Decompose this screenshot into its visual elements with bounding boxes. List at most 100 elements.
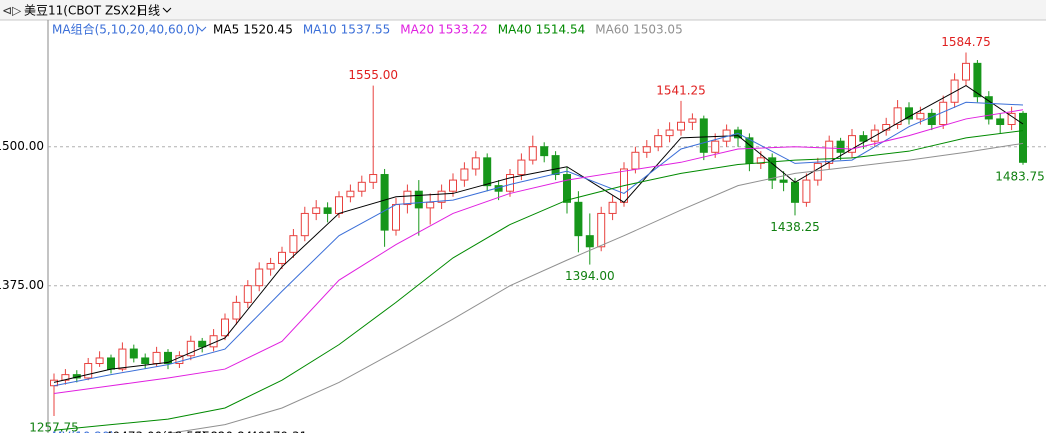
candle-body — [300, 212, 309, 237]
candle-body — [50, 379, 58, 387]
candle-body — [608, 201, 617, 214]
price-annotation: 1394.00 — [565, 269, 615, 283]
price-annotation: 1257.75 — [29, 421, 79, 433]
candle-body — [232, 301, 241, 320]
candle-body — [346, 190, 355, 198]
footer-text: 49179.31 — [250, 430, 307, 433]
candle-body — [380, 174, 389, 231]
candle-body — [107, 357, 115, 370]
candle-body — [950, 79, 959, 103]
candle-body — [551, 155, 560, 176]
y-tick-label: 1500.00 — [0, 139, 44, 153]
candle-body — [141, 357, 150, 365]
legend-name: MA10 — [303, 23, 337, 37]
candle-body — [665, 129, 674, 137]
candle-body — [323, 207, 332, 214]
candle-body — [152, 351, 161, 365]
candle-body — [962, 62, 970, 81]
candle-body — [437, 190, 446, 203]
candle-body — [859, 135, 868, 142]
ma-line — [53, 85, 1024, 383]
legend-value: 1520.45 — [243, 23, 293, 37]
candle-body — [540, 146, 549, 157]
footer: MV(10,20)49473.00(18:53)55820.8449179.31 — [52, 430, 307, 433]
candle-body — [392, 204, 400, 231]
candle-body — [642, 146, 651, 153]
symbol[interactable]: 美豆11(CBOT ZSX2) — [24, 4, 141, 18]
candle-body — [927, 112, 936, 126]
candle-body — [460, 168, 469, 181]
plot: 1500.00 1375.00 1555.00 1394.00 1541.25 1438.… — [0, 35, 1046, 433]
candle-body — [198, 340, 207, 348]
candle-body — [916, 112, 925, 120]
candle-body — [836, 140, 845, 153]
candle-body — [791, 181, 799, 203]
ma-line — [168, 142, 1024, 433]
candle-body — [255, 268, 264, 287]
candle-body — [574, 201, 583, 237]
candle-body — [893, 107, 902, 126]
candle-body — [973, 62, 982, 98]
period[interactable]: 日线 — [136, 4, 160, 18]
candle-body — [517, 159, 526, 176]
candle-body — [357, 181, 366, 192]
candle-body — [175, 355, 184, 365]
candle-body — [506, 174, 514, 192]
legend-value: 1533.22 — [438, 23, 488, 37]
price-annotation: 1541.25 — [656, 83, 706, 97]
ma-line — [53, 101, 1024, 387]
legend-name: MA5 — [213, 23, 239, 37]
candle-body — [471, 157, 480, 170]
period-dropdown[interactable] — [162, 7, 172, 13]
candle-body — [984, 96, 993, 120]
candle-body — [289, 235, 298, 253]
candle-body — [711, 140, 720, 153]
candle-body — [756, 157, 765, 164]
candle-body — [563, 174, 571, 203]
candle-body — [825, 140, 834, 164]
candle-body — [745, 137, 754, 164]
legend: MA5 1520.45 MA10 1537.55 MA20 1533.22 MA40 1514… — [213, 23, 683, 37]
legend-name: MA60 — [595, 23, 629, 37]
footer-text: 49473.00(18:53) — [105, 430, 206, 433]
legend-value: 1503.05 — [633, 23, 683, 37]
candle-body — [403, 190, 412, 206]
candle-body — [221, 318, 229, 337]
nav-button[interactable]: ⊲▷ — [2, 4, 22, 18]
candle-body — [414, 190, 423, 209]
footer-text: 55820.84 — [195, 430, 252, 433]
candle-body — [243, 285, 252, 303]
candle-body — [129, 348, 138, 359]
candle-body — [335, 196, 343, 214]
candle-body — [802, 179, 811, 203]
candle-body — [585, 235, 594, 248]
candle-body — [266, 262, 275, 270]
candle-body — [278, 251, 286, 264]
candle-body — [1019, 112, 1027, 163]
candle-body — [186, 340, 195, 357]
candle-body — [95, 357, 104, 365]
price-annotation: 1584.75 — [941, 35, 991, 49]
legend-value: 1514.54 — [536, 23, 586, 37]
legend-value: 1537.55 — [341, 23, 391, 37]
candle-body — [449, 179, 457, 192]
price-annotation: 1555.00 — [348, 68, 398, 82]
candle-body — [426, 201, 435, 209]
toolbar — [0, 0, 1046, 20]
indicator-set[interactable]: MA组合(5,10,20,40,60,0) — [52, 22, 199, 37]
indicator-dropdown[interactable] — [197, 26, 207, 32]
y-tick-label: 1375.00 — [0, 278, 44, 292]
ma-line — [53, 109, 1024, 395]
candle-body — [905, 107, 913, 120]
candle-body — [164, 351, 172, 365]
candle-body — [768, 157, 777, 181]
candle-body — [779, 179, 788, 183]
candle-body — [813, 162, 822, 181]
legend-name: MA40 — [498, 23, 532, 37]
candle-body — [312, 207, 321, 214]
candle-body — [369, 174, 378, 183]
candle-body — [118, 348, 127, 370]
footer-text: MV(10,20) — [52, 430, 114, 433]
